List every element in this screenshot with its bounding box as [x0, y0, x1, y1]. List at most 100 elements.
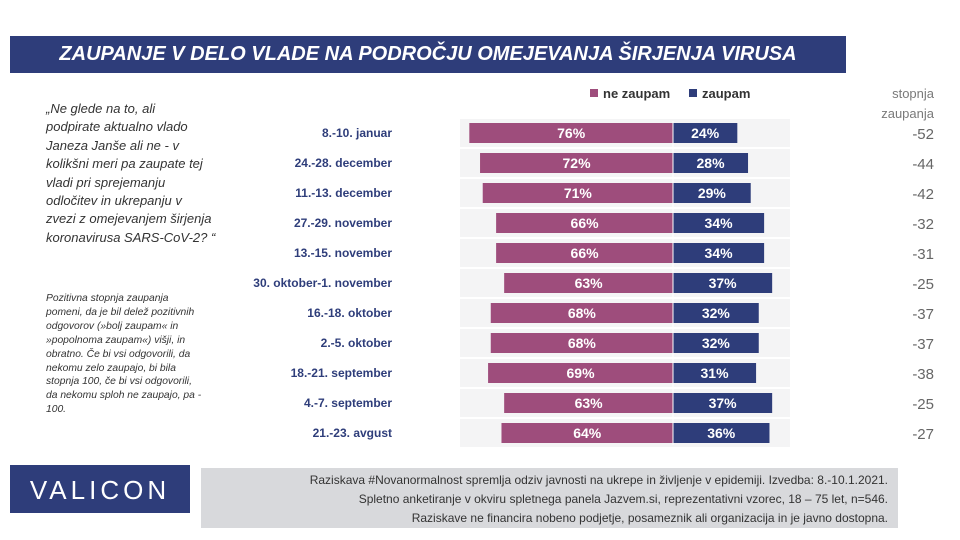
data-label-zaupam: 28%	[697, 155, 726, 171]
data-label-zaupam: 31%	[701, 365, 730, 381]
index-value: -32	[912, 216, 934, 233]
bar-zaupam	[673, 243, 765, 263]
legend-item-zaupam: zaupam	[689, 86, 750, 101]
bar-zaupam	[673, 213, 765, 233]
data-label-ne-zaupam: 68%	[568, 335, 597, 351]
category-label: 24.-28. december	[295, 156, 393, 170]
category-label: 13.-15. november	[294, 246, 392, 260]
data-label-zaupam: 34%	[705, 215, 734, 231]
category-label: 16.-18. oktober	[307, 306, 392, 320]
index-value: -38	[912, 366, 934, 383]
bar-ne-zaupam	[501, 423, 673, 443]
data-label-zaupam: 32%	[702, 305, 731, 321]
bar-zaupam	[673, 333, 759, 353]
note-line: stopnja 100, če bi vsi odgovorili,	[46, 376, 192, 388]
logo-text: VALICON	[29, 475, 171, 505]
data-label-ne-zaupam: 66%	[571, 245, 600, 261]
footer-line-2: Spletno anketiranje v okviru spletnega p…	[358, 492, 888, 506]
index-value: -27	[912, 426, 934, 443]
bar-ne-zaupam	[496, 213, 673, 233]
bar-zaupam	[673, 273, 773, 293]
data-label-ne-zaupam: 69%	[567, 365, 596, 381]
data-label-zaupam: 37%	[709, 395, 738, 411]
data-label-ne-zaupam: 76%	[557, 125, 586, 141]
question-line: podpirate aktualno vlado	[46, 119, 188, 135]
data-label-zaupam: 24%	[691, 125, 720, 141]
bar-ne-zaupam	[488, 363, 673, 383]
data-label-zaupam: 36%	[707, 425, 736, 441]
category-label: 11.-13. december	[295, 186, 392, 200]
data-label-zaupam: 37%	[709, 275, 738, 291]
category-label: 27.-29. november	[294, 216, 392, 230]
index-value: -31	[912, 246, 934, 263]
index-value: -25	[912, 396, 934, 413]
data-label-ne-zaupam: 63%	[575, 395, 604, 411]
index-value: -37	[912, 306, 934, 323]
index-header: stopnja zaupanja	[856, 84, 934, 124]
category-label: 4.-7. september	[304, 396, 392, 410]
bar-zaupam	[673, 393, 773, 413]
bar-ne-zaupam	[482, 183, 673, 203]
index-value: -52	[912, 126, 934, 143]
footer-line-1: Raziskava #Novanormalnost spremlja odziv…	[309, 473, 888, 487]
data-label-ne-zaupam: 64%	[573, 425, 602, 441]
question-line: kolikšni meri pa zaupate tej	[46, 156, 203, 172]
bar-zaupam	[673, 423, 770, 443]
bar-ne-zaupam	[469, 123, 673, 143]
index-value: -42	[912, 186, 934, 203]
valicon-logo: VALICON	[10, 465, 190, 513]
category-label: 30. oktober-1. november	[253, 276, 392, 290]
category-label: 2.-5. oktober	[321, 336, 393, 350]
index-header-line-2: zaupanja	[881, 106, 934, 121]
bar-ne-zaupam	[480, 153, 673, 173]
question-line: koronavirusa SARS-CoV-2? “	[46, 229, 216, 245]
question-line: Janeza Janše ali ne - v	[46, 137, 179, 153]
data-label-ne-zaupam: 72%	[563, 155, 592, 171]
note-line: obratno. Če bi vsi odgovorili, da	[46, 348, 191, 360]
data-label-ne-zaupam: 63%	[575, 275, 604, 291]
data-label-ne-zaupam: 71%	[564, 185, 593, 201]
title-bar: ZAUPANJE V DELO VLADE NA PODROČJU OMEJEV…	[10, 36, 846, 73]
bar-ne-zaupam	[490, 303, 673, 323]
question-line: odločitev in ukrepanju v	[46, 193, 182, 209]
index-header-line-1: stopnja	[892, 86, 934, 101]
data-label-zaupam: 29%	[698, 185, 727, 201]
question-line: „Ne glede na to, ali	[46, 101, 156, 116]
chart-title: ZAUPANJE V DELO VLADE NA PODROČJU OMEJEV…	[59, 43, 797, 65]
index-value: -44	[912, 156, 934, 173]
survey-question: „Ne glede na to, ali podpirate aktualno …	[46, 100, 246, 247]
method-note: Pozitivna stopnja zaupanja pomeni, da je…	[46, 292, 251, 417]
data-label-zaupam: 34%	[705, 245, 734, 261]
bar-ne-zaupam	[490, 333, 673, 353]
index-value: -37	[912, 336, 934, 353]
diverging-bar-chart: 76% 24% 8.-10. januar -52 72% 28% 24.-28. dece…	[253, 119, 934, 447]
legend-item-ne-zaupam: ne zaupam	[590, 86, 670, 101]
note-line: 100.	[46, 404, 67, 416]
index-value: -25	[912, 276, 934, 293]
bar-zaupam	[673, 123, 738, 143]
legend-swatch-ne-zaupam	[590, 89, 598, 97]
bar-zaupam	[673, 363, 757, 383]
bar-zaupam	[673, 153, 749, 173]
bar-zaupam	[673, 183, 751, 203]
data-label-ne-zaupam: 66%	[571, 215, 600, 231]
bar-zaupam	[673, 303, 759, 323]
note-line: pomeni, da je bil delež pozitivnih	[46, 306, 195, 318]
category-label: 21.-23. avgust	[313, 426, 392, 440]
note-line: nekomu zelo zaupajo, bi bila	[46, 362, 176, 374]
category-label: 18.-21. september	[291, 366, 393, 380]
question-line: zvezi z omejevanjem širjenja	[46, 211, 212, 227]
note-line: odgovorov (»bolj zaupam« in	[46, 320, 179, 332]
bar-ne-zaupam	[504, 393, 673, 413]
note-line: »popolnoma zaupam«) višji, in	[46, 334, 186, 346]
category-label: 8.-10. januar	[322, 126, 392, 140]
note-line: da nekomu sploh ne zaupajo, pa -	[46, 390, 202, 402]
bar-ne-zaupam	[496, 243, 673, 263]
question-line: vladi pri sprejemanju	[46, 174, 166, 190]
legend-label-ne-zaupam: ne zaupam	[603, 86, 671, 101]
footer-line-3: Raziskave ne financira nobeno podjetje, …	[411, 511, 888, 525]
data-label-zaupam: 32%	[702, 335, 731, 351]
note-line: Pozitivna stopnja zaupanja	[46, 293, 169, 304]
footer-box: Raziskava #Novanormalnost spremlja odziv…	[201, 468, 898, 528]
legend-swatch-zaupam	[689, 89, 697, 97]
